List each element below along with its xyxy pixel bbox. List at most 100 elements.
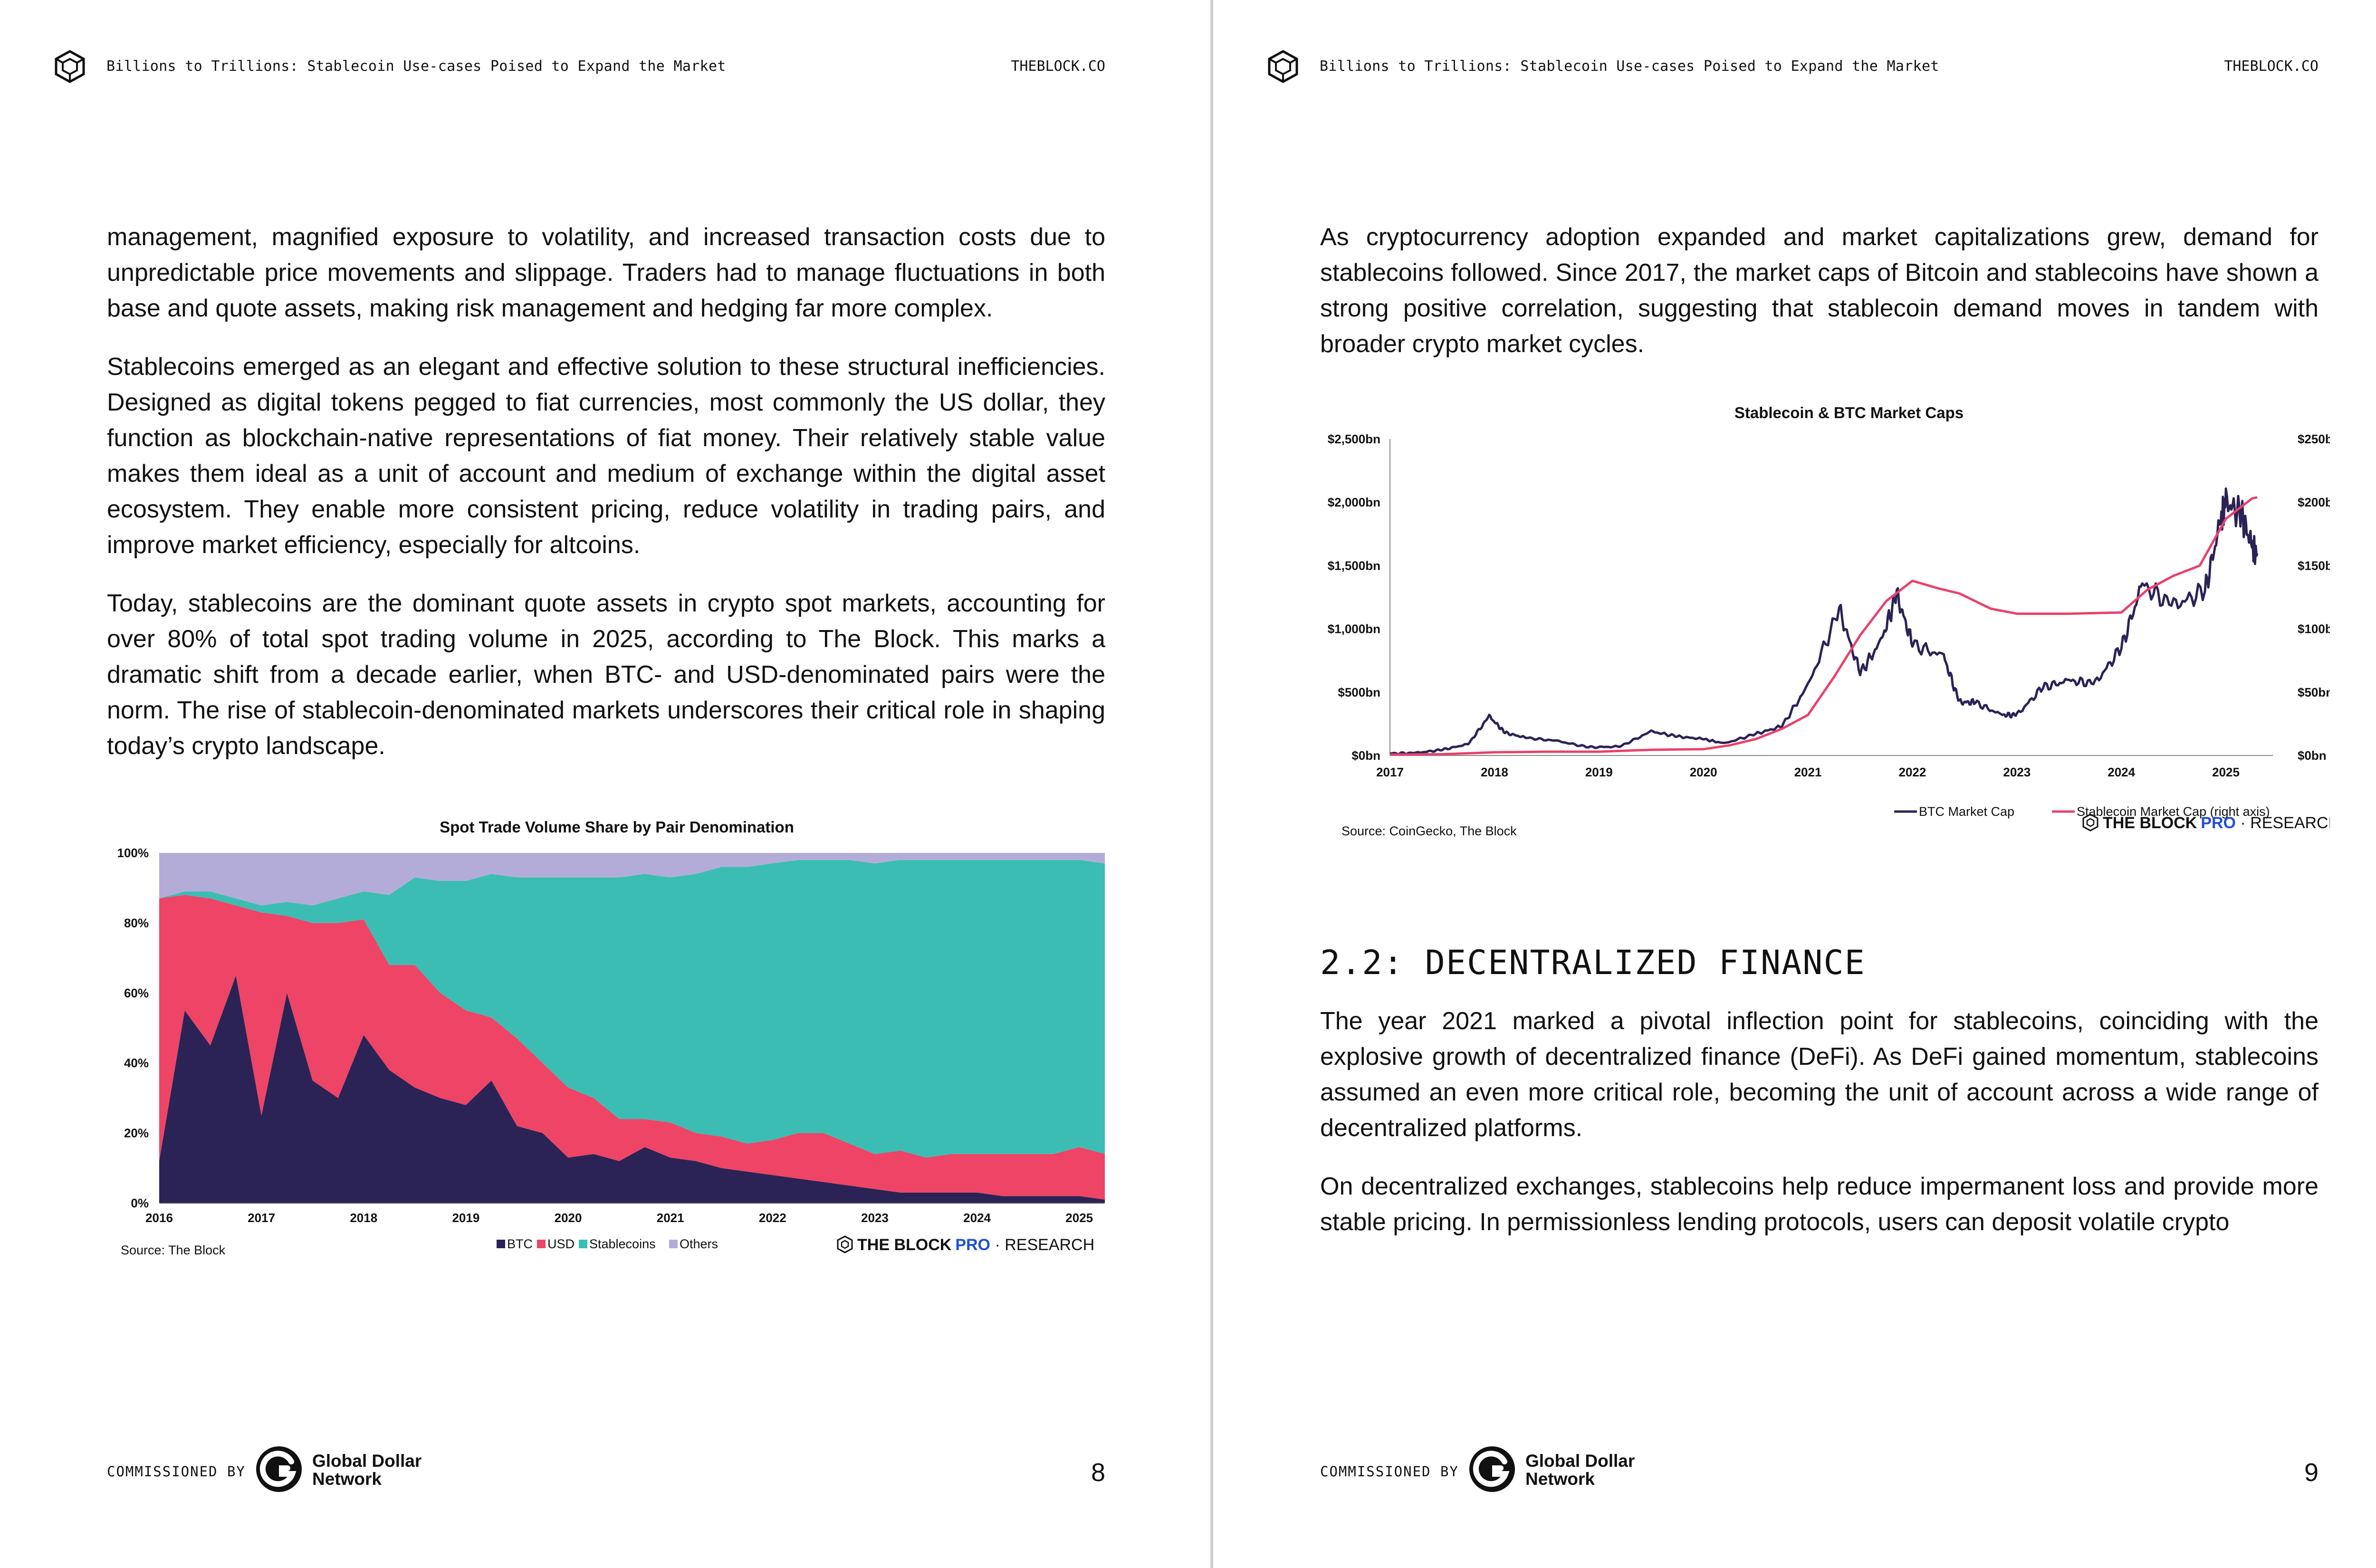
- header-site-link[interactable]: THEBLOCK.CO: [2224, 58, 2319, 75]
- header-title: Billions to Trillions: Stablecoin Use-ca…: [1320, 58, 1939, 75]
- x-tick-label: 2025: [1065, 1211, 1093, 1225]
- legend-swatch: [497, 1240, 505, 1248]
- page-header: Billions to Trillions: Stablecoin Use-ca…: [1266, 48, 2319, 86]
- x-tick-label: 2018: [350, 1211, 377, 1225]
- chart-source: Source: CoinGecko, The Block: [1341, 824, 1517, 838]
- series-line-stablecoin: [1389, 496, 2258, 756]
- legend-swatch: [579, 1240, 587, 1248]
- brand-pro: PRO: [955, 1236, 990, 1254]
- y-right-tick-label: $100bn: [2298, 622, 2330, 636]
- chart-areas: [159, 853, 1105, 1204]
- brand-prefix: THE BLOCK: [2103, 814, 2197, 832]
- x-tick-label: 2020: [1690, 765, 1717, 779]
- y-right-tick-label: $200bn: [2298, 495, 2330, 509]
- y-tick-label: 100%: [117, 846, 149, 860]
- brand-suffix: · RESEARCH: [2236, 814, 2330, 832]
- y-right-tick-label: $0bn: [2298, 748, 2327, 763]
- x-axis-ticks: 2016 2017 2018 2019 2020 2021 2022 2023 2024 2025: [145, 1211, 1093, 1225]
- y-left-tick-label: $1,000bn: [1328, 622, 1380, 636]
- x-tick-label: 2018: [1481, 765, 1508, 779]
- the-block-cube-icon: [837, 1235, 853, 1253]
- chart-source: Source: The Block: [121, 1243, 226, 1257]
- x-tick-label: 2022: [1898, 765, 1926, 779]
- area-stablecoins: [159, 860, 1105, 1158]
- x-tick-label: 2017: [248, 1211, 275, 1225]
- x-tick-label: 2020: [555, 1211, 582, 1225]
- x-tick-label: 2017: [1376, 765, 1404, 779]
- legend-label: USD: [547, 1237, 575, 1251]
- paragraph: Stablecoins emerged as an elegant and ef…: [107, 353, 1105, 559]
- legend-label: Others: [680, 1237, 718, 1251]
- y-tick-label: 0%: [131, 1196, 149, 1210]
- page-footer: COMMISSIONED BY Global Dollar Network 8: [107, 1444, 1105, 1497]
- area-others: [159, 853, 1105, 906]
- left-body-text: management, magnified exposure to volati…: [107, 220, 1105, 787]
- page-9: Billions to Trillions: Stablecoin Use-ca…: [1213, 0, 2376, 1568]
- y-left-tick-label: $1,500bn: [1328, 558, 1380, 573]
- page-header: Billions to Trillions: Stablecoin Use-ca…: [53, 48, 1105, 86]
- header-title: Billions to Trillions: Stablecoin Use-ca…: [106, 58, 726, 75]
- y-tick-label: 20%: [124, 1126, 149, 1140]
- global-dollar-network-logo-icon: [256, 1446, 302, 1492]
- header-site-link[interactable]: THEBLOCK.CO: [1011, 58, 1105, 75]
- sponsor-name: Global Dollar Network: [312, 1451, 422, 1489]
- spot-volume-share-chart: Spot Trade Volume Share by Pair Denomina…: [117, 818, 1105, 1257]
- x-tick-label: 2021: [1794, 765, 1822, 779]
- chart-lines: [1389, 487, 2259, 756]
- chart-legend: BTC Market Cap Stablecoin Market Cap (rig…: [1894, 804, 2270, 819]
- legend-swatch: [669, 1240, 678, 1248]
- x-tick-label: 2019: [1585, 765, 1613, 779]
- series-line-btc: [1390, 487, 2259, 755]
- page-number: 9: [2304, 1458, 2319, 1487]
- y-right-tick-label: $50bn: [2298, 685, 2330, 699]
- y-right-tick-label: $250bn: [2298, 432, 2330, 446]
- page-footer: COMMISSIONED BY Global Dollar Network 9: [1320, 1444, 2319, 1497]
- paragraph: The year 2021 marked a pivotal inflectio…: [1320, 1007, 2319, 1142]
- market-caps-chart: Stablecoin & BTC Market Caps $0bn$500bn$…: [1328, 404, 2330, 838]
- x-tick-label: 2023: [2003, 765, 2031, 779]
- section-heading: 2.2: DECENTRALIZED FINANCE: [1320, 943, 1866, 982]
- page-8: Billions to Trillions: Stablecoin Use-ca…: [53, 48, 1105, 1497]
- y-axis-ticks: 0% 20% 40% 60% 80% 100%: [117, 846, 149, 1210]
- y-left-tick-label: $0bn: [1351, 748, 1380, 763]
- x-tick-label: 2024: [2108, 765, 2135, 779]
- paragraph: On decentralized exchanges, stablecoins …: [1320, 1173, 2319, 1236]
- paragraph: As cryptocurrency adoption expanded and …: [1320, 223, 2319, 358]
- commissioned-by-label: COMMISSIONED BY: [107, 1463, 246, 1480]
- y-tick-label: 40%: [124, 1056, 149, 1070]
- paragraph: management, magnified exposure to volati…: [107, 223, 1105, 322]
- x-tick-label: 2022: [759, 1211, 786, 1225]
- y-left-tick-label: $2,500bn: [1328, 432, 1380, 446]
- the-block-cube-icon: [2082, 813, 2098, 832]
- commissioned-by-label: COMMISSIONED BY: [1320, 1463, 1459, 1480]
- x-tick-label: 2025: [2212, 765, 2240, 779]
- the-block-cube-icon: [55, 50, 85, 83]
- the-block-pro-research-logo: THE BLOCK PRO · RESEARCH: [2082, 813, 2330, 832]
- legend-label: Stablecoin Market Cap (right axis): [2077, 804, 2270, 819]
- y-tick-label: 80%: [124, 916, 149, 930]
- x-tick-label: 2021: [657, 1211, 684, 1225]
- x-tick-label: 2016: [145, 1211, 173, 1225]
- x-tick-label: 2024: [963, 1211, 991, 1225]
- the-block-cube-icon: [1268, 50, 1298, 83]
- area-usd: [159, 895, 1105, 1200]
- legend-swatch: [537, 1240, 546, 1248]
- right-intro-text: As cryptocurrency adoption expanded and …: [1320, 220, 2319, 385]
- brand-prefix: THE BLOCK: [857, 1236, 952, 1254]
- brand-pro: PRO: [2201, 814, 2236, 832]
- global-dollar-network-logo-icon: [1469, 1446, 1515, 1492]
- legend-label: BTC: [507, 1237, 533, 1251]
- y-left-tick-label: $2,000bn: [1328, 495, 1380, 509]
- y-tick-label: 60%: [124, 986, 149, 1000]
- chart-axes: $0bn $500bn $1,000bn $1,500bn $2,000bn $2,500…: [1328, 432, 2330, 779]
- paragraph: Today, stablecoins are the dominant quot…: [107, 590, 1105, 760]
- y-right-tick-label: $150bn: [2298, 558, 2330, 573]
- x-tick-label: 2023: [861, 1211, 889, 1225]
- sponsor-name: Global Dollar Network: [1525, 1451, 1635, 1489]
- chart-title: Stablecoin & BTC Market Caps: [1734, 404, 1964, 421]
- brand-suffix: · RESEARCH: [990, 1236, 1094, 1254]
- chart-title: Spot Trade Volume Share by Pair Denomina…: [440, 818, 794, 836]
- the-block-pro-research-logo: THE BLOCK PRO · RESEARCH: [837, 1235, 1094, 1254]
